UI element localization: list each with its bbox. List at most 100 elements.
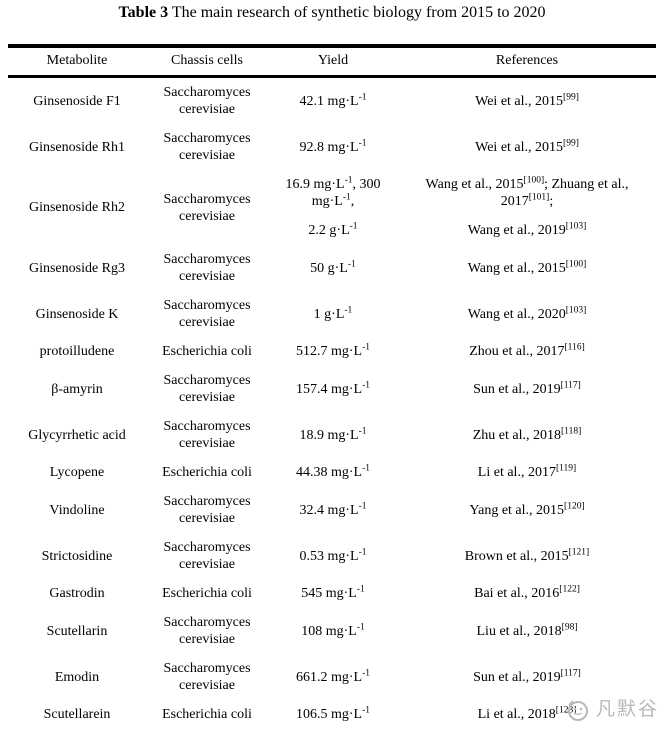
references-cell: Zhu et al., 2018[118] [398, 412, 656, 458]
chassis-cell: Saccharomyces cerevisiae [163, 615, 251, 647]
metabolite-cell: Scutellarin [46, 623, 108, 639]
yield-value: 1 g·L-1 [313, 304, 353, 322]
table-row: Ginsenoside K Saccharomyces cerevisiae 1… [8, 291, 656, 337]
yield-value: 2.2 g·L-1 [308, 221, 358, 238]
table-row: Lycopene Escherichia coli 44.38 mg·L-1 L… [8, 458, 656, 487]
metabolite-cell: Ginsenoside Rg3 [28, 260, 126, 276]
reference-citation: Wang et al., 2015[100]; Zhuang et al., 2… [425, 175, 629, 209]
metabolite-cell: Ginsenoside F1 [33, 93, 121, 109]
table-row: Strictosidine Saccharomyces cerevisiae 0… [8, 533, 656, 579]
references-cell: Wang et al., 2015[100] [398, 245, 656, 291]
header-row: Metabolite Chassis cells Yield Reference… [8, 46, 656, 77]
table-row: Ginsenoside F1 Saccharomyces cerevisiae … [8, 77, 656, 125]
yield-value: 32.4 mg·L-1 [299, 500, 367, 518]
table-title: Table 3 The main research of synthetic b… [8, 0, 656, 22]
table-row: protoilludene Escherichia coli 512.7 mg·… [8, 337, 656, 366]
table-row: Scutellarein Escherichia coli 106.5 mg·L… [8, 700, 656, 729]
yield-cell: 157.4 mg·L-1 [268, 366, 398, 412]
table-number: Table 3 [118, 4, 169, 21]
references-cell: Brown et al., 2015[121] [398, 533, 656, 579]
yield-cell: 0.53 mg·L-1 [268, 533, 398, 579]
table-row: Vindoline Saccharomyces cerevisiae 32.4 … [8, 487, 656, 533]
yield-cell: 92.8 mg·L-1 [268, 124, 398, 170]
watermark-logo-icon [565, 698, 591, 722]
yield-value: 16.9 mg·L-1, 300 mg·L-1, [285, 175, 381, 209]
chassis-cell: Escherichia coli [162, 465, 252, 480]
table-row: Emodin Saccharomyces cerevisiae 661.2 mg… [8, 654, 656, 700]
metabolite-cell: Glycyrrhetic acid [28, 427, 126, 443]
yield-cell: 108 mg·L-1 [268, 608, 398, 654]
metabolite-cell: Gastrodin [49, 586, 105, 601]
reference-citation: Li et al., 2017[119] [477, 463, 577, 480]
yield-value: 157.4 mg·L-1 [295, 379, 371, 397]
references-cell: Zhou et al., 2017[116] [398, 337, 656, 366]
chassis-cell: Saccharomyces cerevisiae [163, 191, 251, 224]
references-cell: Wang et al., 2015[100]; Zhuang et al., 2… [398, 170, 656, 245]
references-cell: Bai et al., 2016[122] [398, 579, 656, 608]
reference-citation: Brown et al., 2015[121] [464, 546, 590, 564]
table-row: Ginsenoside Rg3 Saccharomyces cerevisiae… [8, 245, 656, 291]
table-row: Ginsenoside Rh1 Saccharomyces cerevisiae… [8, 124, 656, 170]
chassis-cell: Saccharomyces cerevisiae [163, 298, 251, 330]
yield-cell: 44.38 mg·L-1 [268, 458, 398, 487]
column-header-metabolite: Metabolite [46, 53, 108, 68]
reference-citation: Wei et al., 2015[99] [475, 91, 579, 109]
references-cell: Sun et al., 2019[117] [398, 366, 656, 412]
research-table: Metabolite Chassis cells Yield Reference… [8, 44, 656, 729]
yield-value: 18.9 mg·L-1 [299, 425, 367, 443]
watermark: 凡默谷 [565, 698, 659, 722]
reference-citation: Wang et al., 2019[103] [467, 221, 587, 238]
reference-citation: Wei et al., 2015[99] [475, 137, 579, 155]
chassis-cell: Escherichia coli [162, 344, 252, 359]
reference-citation: Zhou et al., 2017[116] [469, 342, 585, 359]
reference-citation: Zhu et al., 2018[118] [472, 425, 582, 443]
chassis-cell: Saccharomyces cerevisiae [163, 540, 251, 572]
yield-value: 44.38 mg·L-1 [295, 463, 371, 480]
yield-value: 661.2 mg·L-1 [295, 667, 371, 685]
yield-cell: 1 g·L-1 [268, 291, 398, 337]
yield-value: 0.53 mg·L-1 [299, 546, 367, 564]
metabolite-cell: Vindoline [49, 502, 105, 518]
yield-value: 50 g·L-1 [310, 258, 356, 276]
yield-value: 512.7 mg·L-1 [295, 342, 371, 359]
reference-citation: Yang et al., 2015[120] [469, 500, 585, 518]
yield-value: 108 mg·L-1 [301, 621, 365, 639]
chassis-cell: Saccharomyces cerevisiae [163, 661, 251, 693]
reference-citation: Wang et al., 2015[100] [467, 258, 587, 276]
references-cell: Wang et al., 2020[103] [398, 291, 656, 337]
yield-value: 545 mg·L-1 [301, 584, 365, 601]
metabolite-cell: β-amyrin [51, 381, 103, 397]
metabolite-cell: Emodin [54, 669, 100, 685]
chassis-cell: Escherichia coli [162, 586, 252, 601]
yield-cell: 42.1 mg·L-1 [268, 77, 398, 125]
chassis-cell: Saccharomyces cerevisiae [163, 494, 251, 526]
metabolite-cell: Ginsenoside K [35, 306, 119, 322]
metabolite-cell: protoilludene [39, 344, 115, 359]
yield-cell: 545 mg·L-1 [268, 579, 398, 608]
yield-value: 42.1 mg·L-1 [299, 91, 367, 109]
yield-cell: 512.7 mg·L-1 [268, 337, 398, 366]
table-row: Ginsenoside Rh2 Saccharomyces cerevisiae… [8, 170, 656, 245]
yield-cell: 32.4 mg·L-1 [268, 487, 398, 533]
chassis-cell: Saccharomyces cerevisiae [163, 252, 251, 284]
column-header-chassis-cells: Chassis cells [171, 53, 243, 68]
yield-cell: 18.9 mg·L-1 [268, 412, 398, 458]
table-body: Ginsenoside F1 Saccharomyces cerevisiae … [8, 77, 656, 730]
column-header-yield: Yield [317, 53, 349, 68]
reference-citation: Bai et al., 2016[122] [474, 584, 580, 601]
chassis-cell: Saccharomyces cerevisiae [163, 419, 251, 451]
yield-cell: 16.9 mg·L-1, 300 mg·L-1, 2.2 g·L-1 [268, 170, 398, 245]
references-cell: Li et al., 2018[123] [398, 700, 656, 729]
metabolite-cell: Strictosidine [41, 548, 113, 564]
yield-value: 106.5 mg·L-1 [295, 705, 371, 722]
table-caption: The main research of synthetic biology f… [168, 4, 546, 21]
reference-citation: Sun et al., 2019[117] [473, 379, 581, 397]
column-header-references: References [495, 53, 559, 68]
yield-cell: 106.5 mg·L-1 [268, 700, 398, 729]
references-cell: Liu et al., 2018[98] [398, 608, 656, 654]
chassis-cell: Escherichia coli [162, 707, 252, 722]
references-cell: Yang et al., 2015[120] [398, 487, 656, 533]
metabolite-cell: Ginsenoside Rh2 [28, 200, 126, 215]
references-cell: Sun et al., 2019[117] [398, 654, 656, 700]
